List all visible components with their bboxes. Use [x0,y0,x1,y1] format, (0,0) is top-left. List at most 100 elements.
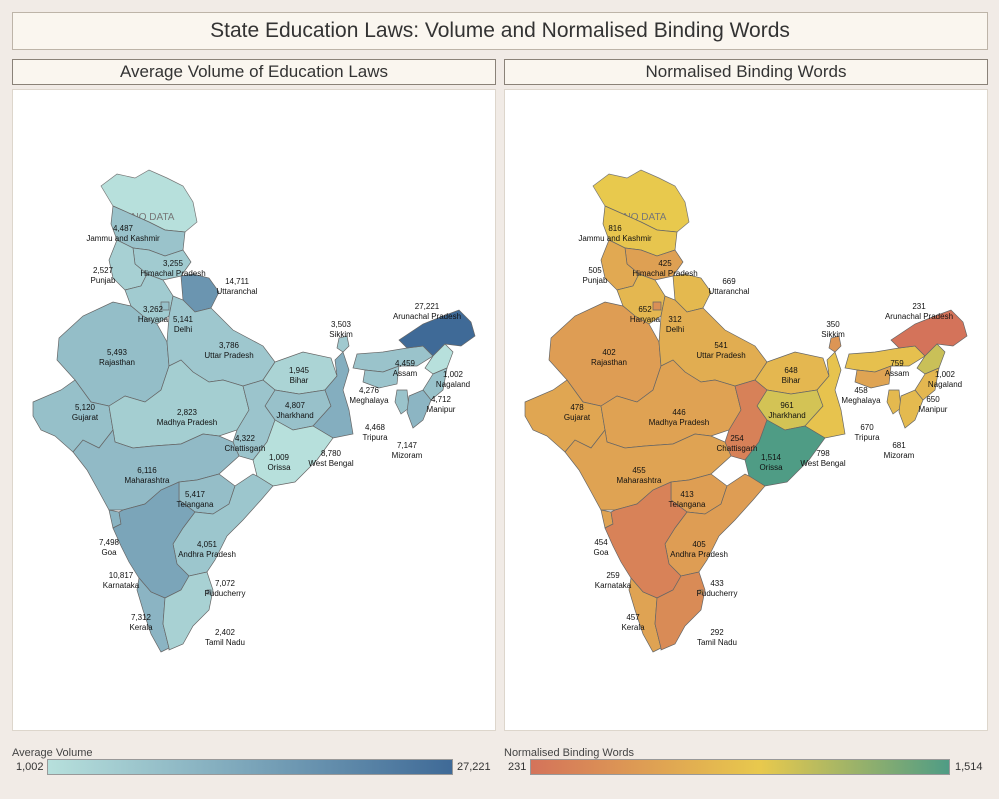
volume-region-tripura[interactable] [394,389,410,415]
binding-state-name-telangana: Telangana [669,500,706,509]
binding-value-haryana: 652 [638,305,652,314]
binding-value-karnataka: 259 [606,571,620,580]
binding-region-kerala[interactable] [628,577,662,653]
volume-value-manipur: 4,712 [431,395,452,404]
volume-map-panel[interactable]: NO DATA 4,487 Jammu and Kashmir 3,255 Himach… [12,89,496,731]
binding-region-puducherry[interactable] [698,589,704,595]
binding-region-orissa[interactable] [744,419,826,487]
binding-region-tamil-nadu[interactable] [654,571,706,651]
volume-state-name-orissa: Orissa [267,463,291,472]
volume-state-name-telangana: Telangana [177,500,214,509]
binding-value-delhi: 312 [668,315,682,324]
volume-region-kerala[interactable] [136,577,170,653]
volume-value-karnataka: 10,817 [109,571,134,580]
volume-region-maharashtra[interactable] [72,429,240,511]
volume-region-arunachal-pradesh[interactable] [398,309,476,357]
volume-state-name-manipur: Manipur [427,405,456,414]
binding-value-jammu-and-kashmir: 816 [608,224,622,233]
volume-value-meghalaya: 4,276 [359,386,380,395]
binding-state-name-kerala: Kerala [621,623,645,632]
binding-region-arunachal-pradesh[interactable] [890,309,968,357]
volume-state-name-himachal-pradesh: Himachal Pradesh [140,269,205,278]
binding-value-tamil-nadu: 292 [710,628,724,637]
volume-region-tamil-nadu[interactable] [162,571,214,651]
binding-state-name-mizoram: Mizoram [884,451,915,460]
binding-value-goa: 454 [594,538,608,547]
volume-value-kerala: 7,312 [131,613,152,622]
binding-state-name-bihar: Bihar [782,376,801,385]
volume-state-name-arunachal-pradesh: Arunachal Pradesh [393,312,461,321]
volume-state-name-meghalaya: Meghalaya [349,396,389,405]
binding-value-sikkim: 350 [826,320,840,329]
binding-state-name-sikkim: Sikkim [821,330,845,339]
volume-region-west-bengal[interactable] [312,351,354,439]
volume-value-sikkim: 3,503 [331,320,352,329]
binding-value-uttaranchal: 669 [722,277,736,286]
binding-value-chattisgarh: 254 [730,434,744,443]
volume-region-assam[interactable] [352,345,434,373]
volume-state-name-jammu-and-kashmir: Jammu and Kashmir [86,234,160,243]
binding-region-assam[interactable] [844,345,926,373]
volume-region-mizoram[interactable] [406,389,432,429]
volume-state-name-punjab: Punjab [91,276,116,285]
volume-region-manipur[interactable] [422,367,448,401]
volume-state-name-rajasthan: Rajasthan [99,358,135,367]
binding-region-maharashtra[interactable] [564,429,732,511]
binding-value-orissa: 1,514 [761,453,782,462]
binding-state-name-uttar-pradesh: Uttar Pradesh [696,351,745,360]
volume-value-west-bengal: 8,780 [321,449,342,458]
binding-legend-title: Normalised Binding Words [504,747,635,759]
volume-value-bihar: 1,945 [289,366,310,375]
binding-state-name-delhi: Delhi [666,325,684,334]
volume-region-orissa[interactable] [252,419,334,487]
volume-state-name-tripura: Tripura [362,433,388,442]
binding-map-panel[interactable]: NO DATA 816 Jammu and Kashmir 425 Himachal P… [504,89,988,731]
binding-value-uttar-pradesh: 541 [714,341,728,350]
binding-region-tripura[interactable] [886,389,902,415]
volume-value-delhi: 5,141 [173,315,194,324]
volume-value-andhra-pradesh: 4,051 [197,540,218,549]
volume-state-name-maharashtra: Maharashtra [125,476,170,485]
volume-value-goa: 7,498 [99,538,120,547]
binding-value-puducherry: 433 [710,579,724,588]
binding-state-name-andhra-pradesh: Andhra Pradesh [670,550,728,559]
binding-state-name-jammu-and-kashmir: Jammu and Kashmir [578,234,652,243]
volume-region-meghalaya[interactable] [362,365,400,389]
binding-state-name-puducherry: Puducherry [697,589,738,598]
volume-region-puducherry[interactable] [206,589,212,595]
volume-state-name-andhra-pradesh: Andhra Pradesh [178,550,236,559]
volume-state-name-uttaranchal: Uttaranchal [217,287,258,296]
volume-state-name-delhi: Delhi [174,325,192,334]
binding-region-mizoram[interactable] [898,389,924,429]
volume-state-name-madhya-pradesh: Madhya Pradesh [157,418,217,427]
volume-value-uttaranchal: 14,711 [225,277,249,286]
binding-state-name-assam: Assam [885,369,910,378]
right-panel-title: Normalised Binding Words [504,59,988,85]
volume-region-delhi[interactable] [160,301,170,311]
binding-value-punjab: 505 [588,266,602,275]
volume-value-gujarat: 5,120 [75,403,96,412]
binding-region-manipur[interactable] [914,367,940,401]
binding-state-name-nagaland: Nagaland [928,380,962,389]
binding-value-jharkhand: 961 [780,401,794,410]
binding-state-name-jharkhand: Jharkhand [768,411,805,420]
volume-value-punjab: 2,527 [93,266,114,275]
binding-value-kerala: 457 [626,613,640,622]
volume-value-uttar-pradesh: 3,786 [219,341,240,350]
binding-region-meghalaya[interactable] [854,365,892,389]
binding-value-gujarat: 478 [570,403,584,412]
binding-state-name-karnataka: Karnataka [595,581,632,590]
volume-region-sikkim[interactable] [336,335,350,353]
binding-state-name-west-bengal: West Bengal [800,459,845,468]
binding-region-delhi[interactable] [652,301,662,311]
binding-state-name-tripura: Tripura [854,433,880,442]
binding-value-rajasthan: 402 [602,348,616,357]
volume-legend-bar [47,759,453,775]
volume-state-name-gujarat: Gujarat [72,413,99,422]
binding-region-sikkim[interactable] [828,335,842,353]
binding-value-mizoram: 681 [892,441,906,450]
binding-region-west-bengal[interactable] [804,351,846,439]
volume-state-name-west-bengal: West Bengal [308,459,353,468]
